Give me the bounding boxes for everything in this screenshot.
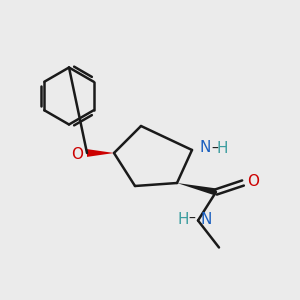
Text: N: N — [200, 212, 212, 226]
Polygon shape — [87, 149, 114, 157]
Text: –: – — [188, 212, 195, 226]
Text: N: N — [200, 140, 211, 155]
Polygon shape — [177, 183, 217, 196]
Text: O: O — [247, 174, 259, 189]
Text: H: H — [217, 141, 228, 156]
Text: H: H — [178, 212, 189, 226]
Text: O: O — [71, 147, 83, 162]
Text: –: – — [211, 142, 218, 155]
